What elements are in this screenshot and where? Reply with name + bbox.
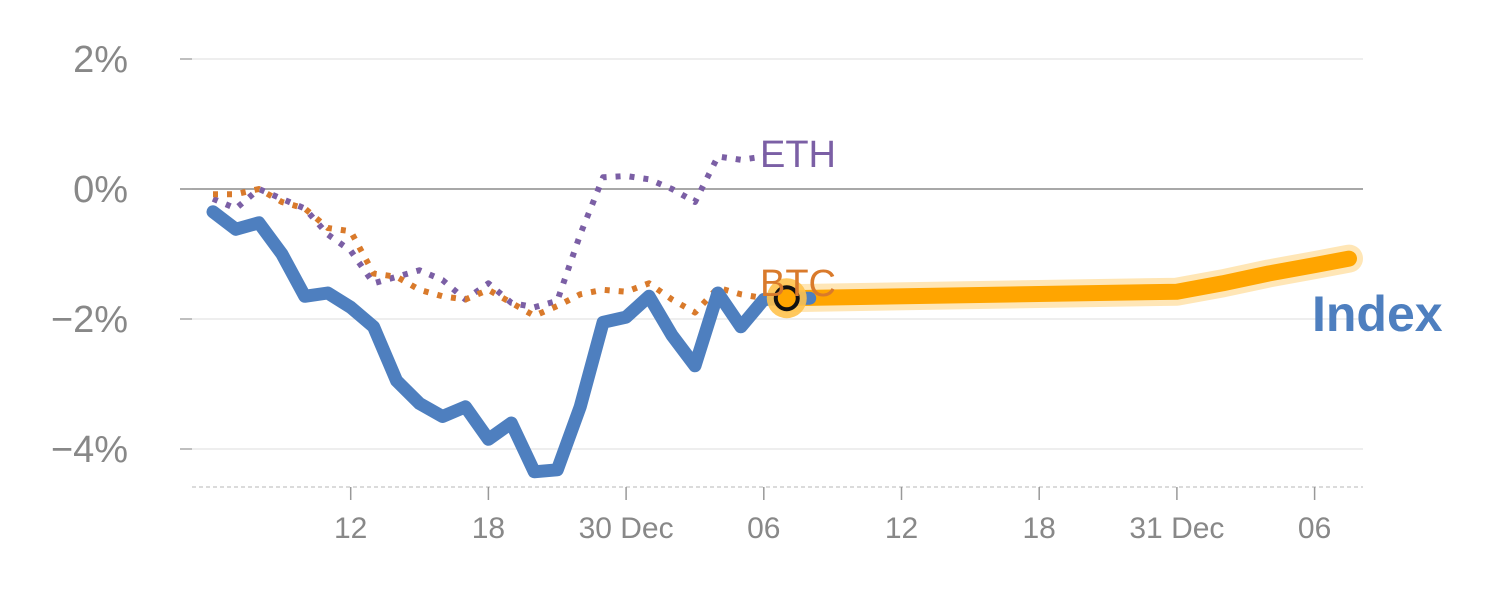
- forecast-line: [778, 250, 1357, 307]
- eth-line: [211, 153, 765, 311]
- series-layer: [206, 153, 1363, 479]
- x-tick-label: 06: [747, 512, 780, 545]
- x-tick-label: 06: [1298, 512, 1331, 545]
- y-tick-label: 2%: [73, 39, 128, 81]
- x-tick-label: 18: [1023, 512, 1056, 545]
- btc-series-label: BTC: [760, 263, 836, 305]
- btc-line: [213, 186, 787, 319]
- x-tick-label: 12: [885, 512, 918, 545]
- y-tick-label: −2%: [51, 299, 128, 341]
- index-series-label: Index: [1312, 286, 1443, 342]
- marker-layer: [766, 278, 807, 319]
- index-line: [206, 205, 817, 479]
- y-tick-label: 0%: [73, 169, 128, 211]
- grid-layer: [180, 58, 1363, 450]
- x-tick-label: 30 Dec: [579, 512, 674, 545]
- x-tick-label: 18: [472, 512, 505, 545]
- axis-layer: 2% 0% −2% −4% 12 18 30 Dec 06 12 18 31 Dec 06: [51, 39, 1363, 545]
- x-tick-label: 12: [334, 512, 367, 545]
- eth-series-label: ETH: [760, 134, 836, 176]
- x-tick-label: 31 Dec: [1129, 512, 1224, 545]
- y-tick-label: −4%: [51, 429, 128, 471]
- current-value-marker: [773, 285, 800, 312]
- label-layer: ETH BTC Index: [760, 134, 1443, 342]
